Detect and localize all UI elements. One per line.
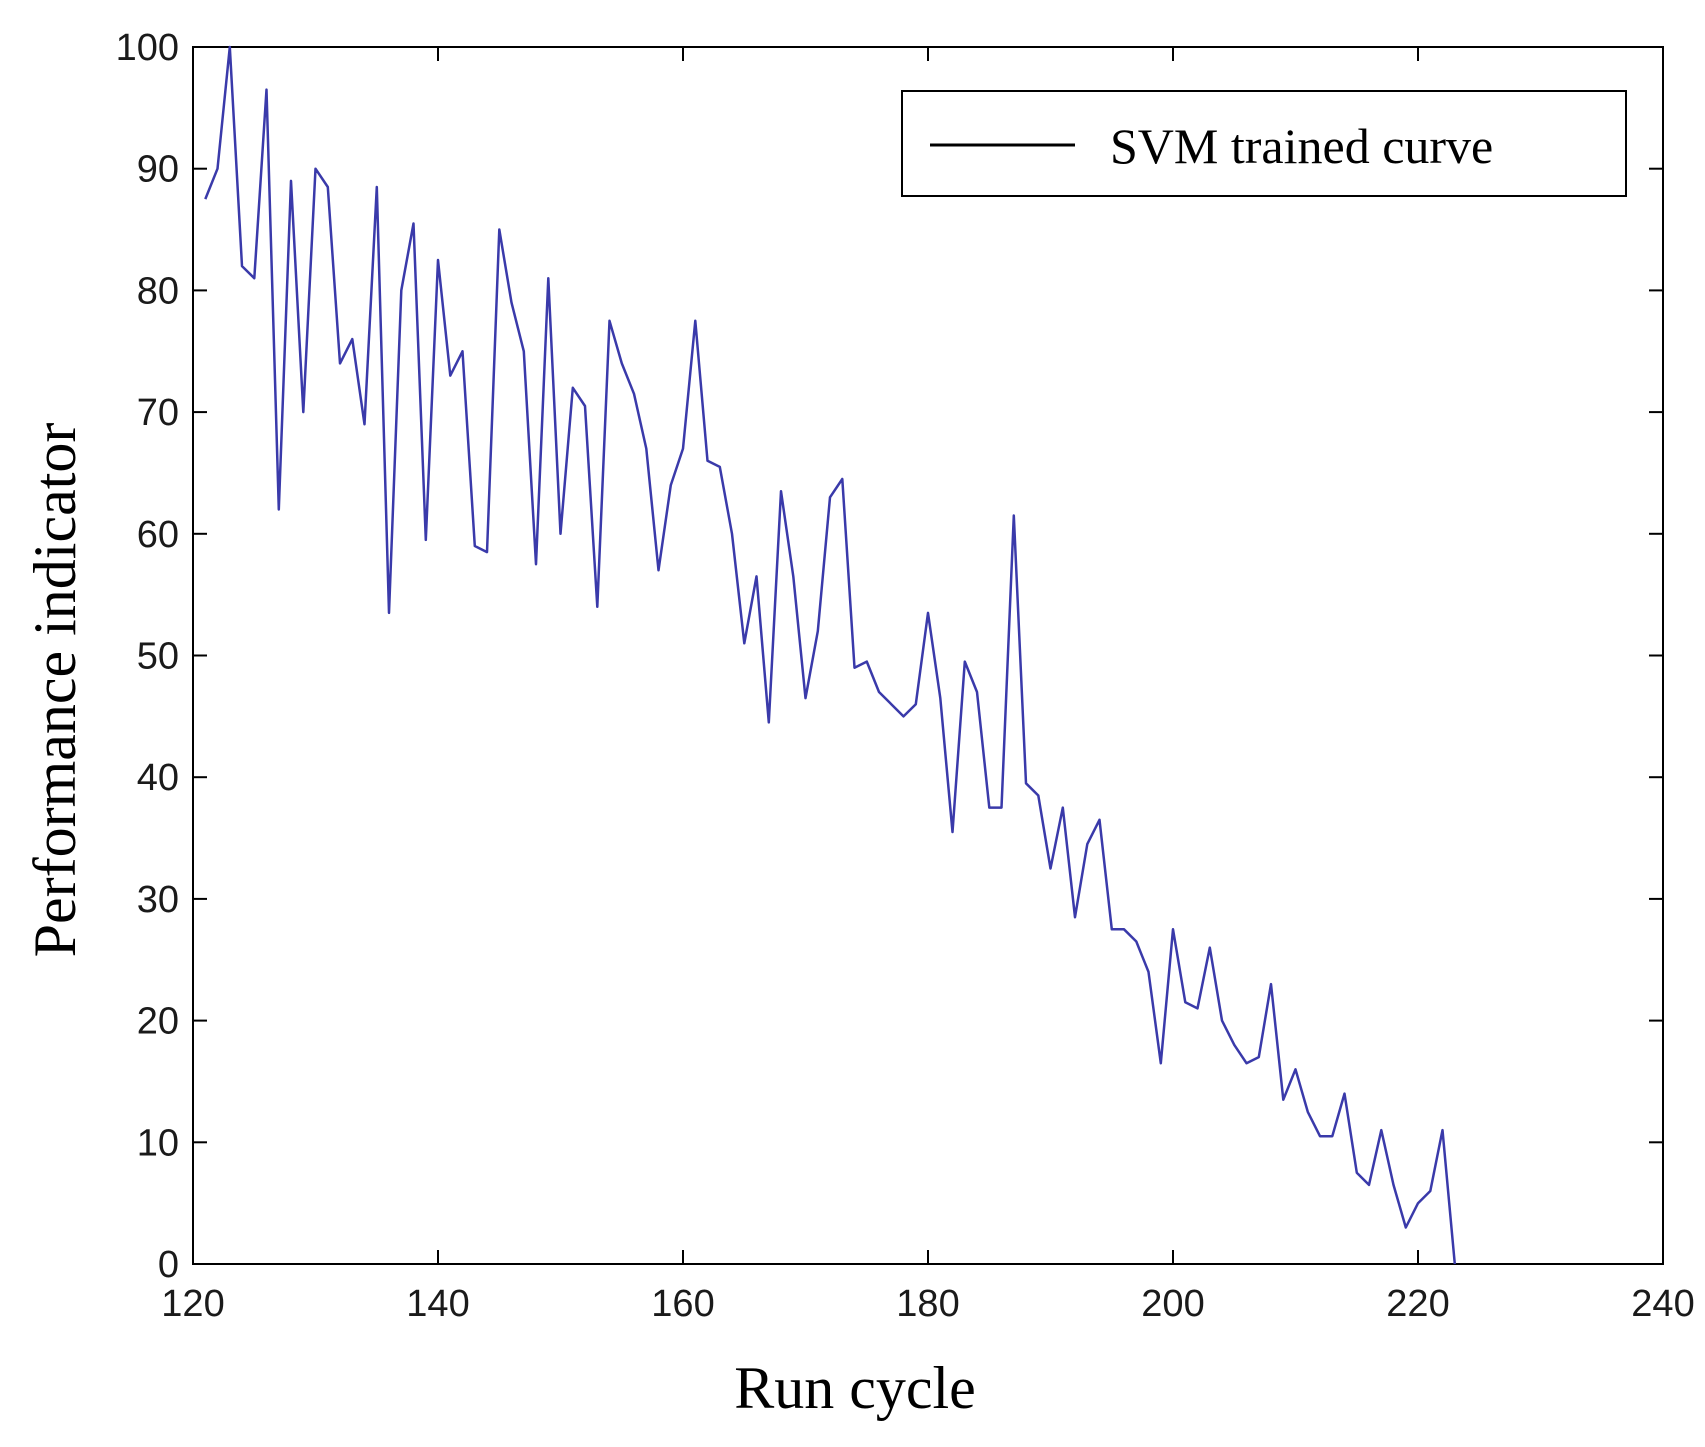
- y-tick-label: 10: [137, 1122, 179, 1164]
- y-tick-label: 40: [137, 757, 179, 799]
- y-tick-label: 90: [137, 149, 179, 191]
- y-tick-label: 0: [158, 1244, 179, 1286]
- x-tick-label: 140: [406, 1283, 469, 1325]
- y-tick-label: 50: [137, 636, 179, 678]
- x-tick-label: 220: [1386, 1283, 1449, 1325]
- x-tick-label: 160: [651, 1283, 714, 1325]
- y-tick-label: 60: [137, 514, 179, 556]
- x-tick-label: 200: [1141, 1283, 1204, 1325]
- y-tick-label: 30: [137, 879, 179, 921]
- y-tick-label: 20: [137, 1001, 179, 1043]
- y-tick-label: 100: [116, 27, 179, 69]
- legend-entry-svm-trained-curve: SVM trained curve: [1110, 118, 1493, 174]
- legend: SVM trained curve: [902, 91, 1626, 196]
- x-axis-label: Run cycle: [734, 1355, 976, 1421]
- y-axis-label: Performance indicator: [22, 423, 88, 958]
- y-tick-label: 70: [137, 392, 179, 434]
- x-tick-label: 180: [896, 1283, 959, 1325]
- x-tick-label: 120: [161, 1283, 224, 1325]
- x-tick-label: 240: [1631, 1283, 1694, 1325]
- y-tick-label: 80: [137, 270, 179, 312]
